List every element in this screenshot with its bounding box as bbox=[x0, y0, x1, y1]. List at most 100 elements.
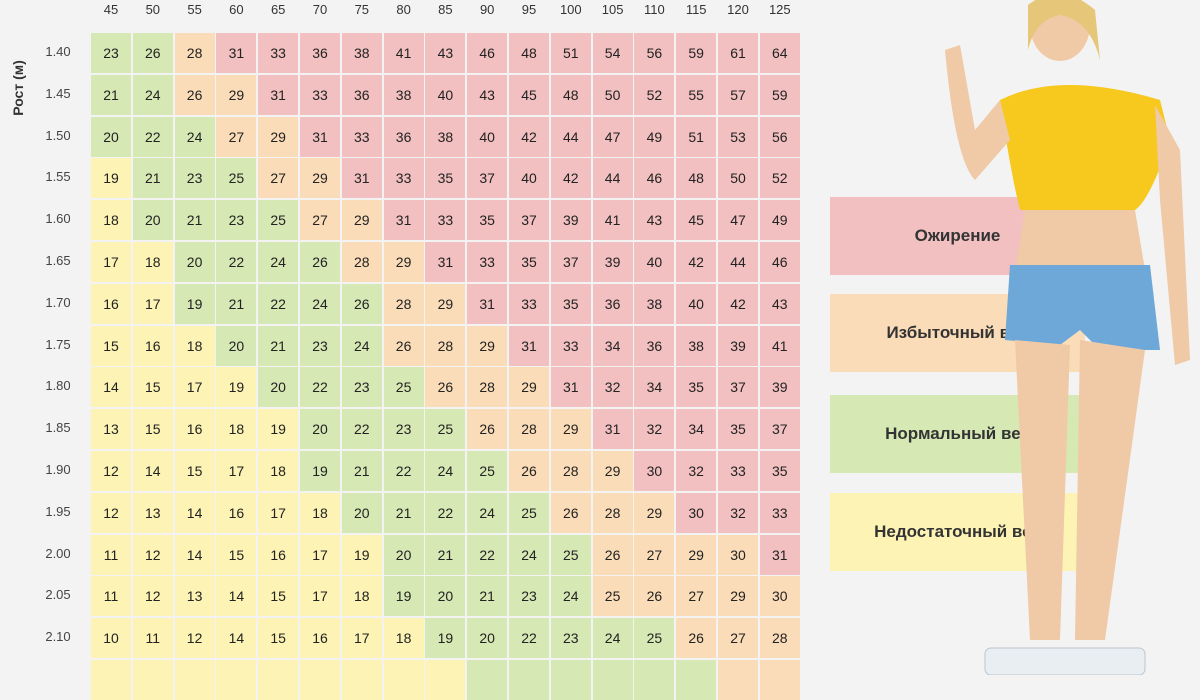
bmi-cell: 25 bbox=[634, 618, 675, 659]
bmi-cell: 31 bbox=[216, 33, 257, 73]
bmi-cell: 24 bbox=[258, 242, 299, 282]
bmi-cell: 21 bbox=[383, 492, 424, 533]
bmi-cell: 22 bbox=[300, 367, 340, 408]
bmi-cell: 28 bbox=[425, 325, 466, 366]
bmi-cell: 23 bbox=[509, 576, 549, 617]
bmi-cell: 29 bbox=[258, 116, 299, 157]
bmi-cell: 41 bbox=[383, 33, 424, 73]
bmi-cell-cropped bbox=[676, 660, 717, 700]
row-header: 2.00 bbox=[45, 545, 71, 561]
bmi-cell: 26 bbox=[509, 451, 549, 491]
column-header: 100 bbox=[559, 2, 582, 17]
bmi-cell: 24 bbox=[341, 325, 382, 366]
bmi-cell: 46 bbox=[467, 33, 508, 73]
bmi-cell: 14 bbox=[132, 451, 173, 491]
bmi-cell: 47 bbox=[718, 200, 758, 241]
bmi-cell: 40 bbox=[634, 242, 675, 282]
bmi-cell: 48 bbox=[509, 33, 549, 73]
bmi-cell: 33 bbox=[425, 200, 466, 241]
bmi-cell: 19 bbox=[174, 283, 215, 324]
bmi-cell: 27 bbox=[258, 158, 299, 199]
bmi-cell: 23 bbox=[216, 200, 257, 241]
bmi-cell: 30 bbox=[718, 534, 758, 575]
bmi-cell: 54 bbox=[592, 33, 633, 73]
bmi-cell: 16 bbox=[216, 492, 257, 533]
bmi-cell: 20 bbox=[174, 242, 215, 282]
bmi-cell: 36 bbox=[300, 33, 340, 73]
bmi-cell: 33 bbox=[550, 325, 591, 366]
row-header: 1.40 bbox=[45, 44, 71, 59]
bmi-cell: 15 bbox=[216, 534, 257, 575]
bmi-cell: 37 bbox=[509, 200, 549, 241]
bmi-cell-cropped bbox=[718, 660, 758, 700]
column-header: 80 bbox=[396, 2, 411, 17]
bmi-cell: 42 bbox=[718, 283, 758, 324]
bmi-cell: 13 bbox=[91, 409, 131, 450]
bmi-cell: 23 bbox=[341, 367, 382, 408]
bmi-cell: 26 bbox=[676, 618, 717, 659]
bmi-cell: 43 bbox=[467, 74, 508, 115]
bmi-cell: 15 bbox=[258, 576, 299, 617]
bmi-cell: 39 bbox=[550, 200, 591, 241]
bmi-cell: 52 bbox=[759, 158, 800, 199]
column-header: 55 bbox=[187, 2, 202, 17]
bmi-cell: 43 bbox=[425, 33, 466, 73]
bmi-cell: 39 bbox=[592, 242, 633, 282]
bmi-cell: 28 bbox=[341, 242, 382, 282]
bmi-cell: 37 bbox=[467, 158, 508, 199]
bmi-cell: 47 bbox=[592, 116, 633, 157]
bmi-cell: 31 bbox=[383, 200, 424, 241]
bmi-cell: 16 bbox=[300, 618, 340, 659]
bmi-cell: 23 bbox=[300, 325, 340, 366]
bmi-cell: 28 bbox=[467, 367, 508, 408]
bmi-cell: 20 bbox=[216, 325, 257, 366]
bmi-cell: 31 bbox=[258, 74, 299, 115]
column-header: 45 bbox=[103, 2, 119, 17]
bmi-cell: 37 bbox=[759, 409, 800, 450]
bmi-cell: 49 bbox=[759, 200, 800, 241]
bmi-cell: 20 bbox=[383, 534, 424, 575]
bmi-cell: 32 bbox=[676, 451, 717, 491]
bmi-cell: 26 bbox=[300, 242, 340, 282]
bmi-cell-cropped bbox=[425, 660, 466, 700]
bmi-cell: 33 bbox=[300, 74, 340, 115]
bmi-cell: 15 bbox=[132, 409, 173, 450]
bmi-cell: 52 bbox=[634, 74, 675, 115]
bmi-cell: 14 bbox=[216, 618, 257, 659]
bmi-cell: 29 bbox=[425, 283, 466, 324]
bmi-cell: 29 bbox=[509, 367, 549, 408]
row-header: 1.60 bbox=[45, 211, 71, 227]
bmi-cell: 18 bbox=[258, 451, 299, 491]
bmi-cell: 33 bbox=[759, 492, 800, 533]
bmi-cell: 37 bbox=[718, 367, 758, 408]
bmi-cell: 20 bbox=[425, 576, 466, 617]
bmi-cell: 38 bbox=[634, 283, 675, 324]
bmi-cell: 13 bbox=[174, 576, 215, 617]
bmi-cell: 34 bbox=[634, 367, 675, 408]
bmi-cell: 33 bbox=[341, 116, 382, 157]
bmi-cell: 21 bbox=[174, 200, 215, 241]
bmi-cell: 39 bbox=[718, 325, 758, 366]
bmi-cell: 33 bbox=[383, 158, 424, 199]
bmi-cell: 36 bbox=[634, 325, 675, 366]
bmi-cell: 14 bbox=[216, 576, 257, 617]
bmi-cell: 31 bbox=[425, 242, 466, 282]
bmi-cell: 17 bbox=[300, 534, 340, 575]
bmi-cell: 48 bbox=[676, 158, 717, 199]
bmi-cell-cropped bbox=[509, 660, 549, 700]
bmi-cell: 31 bbox=[341, 158, 382, 199]
bmi-cell: 27 bbox=[634, 534, 675, 575]
bmi-cell: 28 bbox=[592, 492, 633, 533]
bmi-cell: 15 bbox=[132, 367, 173, 408]
bmi-cell: 21 bbox=[341, 451, 382, 491]
bmi-cell-cropped bbox=[300, 660, 340, 700]
bmi-cell: 53 bbox=[718, 116, 758, 157]
bmi-cell: 35 bbox=[718, 409, 758, 450]
bmi-cell: 36 bbox=[341, 74, 382, 115]
bmi-cell: 26 bbox=[634, 576, 675, 617]
legend-label: Нормальный вес bbox=[885, 424, 1030, 443]
bmi-cell: 29 bbox=[216, 74, 257, 115]
row-header: 1.90 bbox=[45, 462, 71, 477]
bmi-cell: 25 bbox=[425, 409, 466, 450]
bmi-cell: 18 bbox=[91, 200, 131, 241]
